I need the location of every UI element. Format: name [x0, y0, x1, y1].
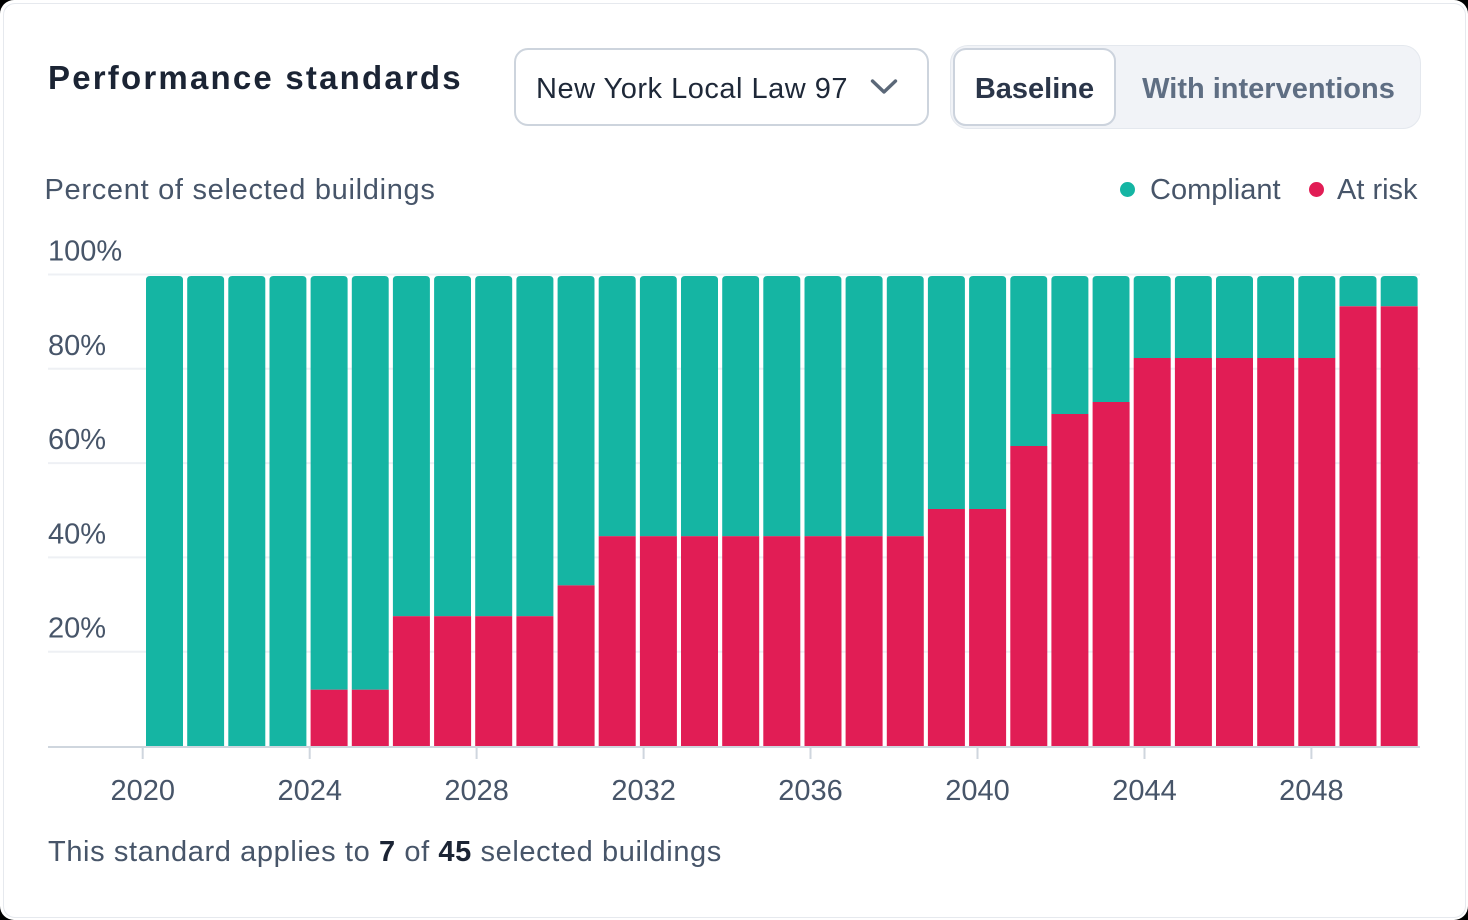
svg-text:2040: 2040	[945, 775, 1010, 807]
svg-text:20%: 20%	[48, 613, 106, 645]
svg-text:2024: 2024	[277, 775, 342, 807]
svg-text:60%: 60%	[48, 424, 106, 456]
svg-text:2048: 2048	[1279, 775, 1344, 807]
svg-text:2044: 2044	[1112, 775, 1177, 807]
svg-text:80%: 80%	[48, 330, 106, 362]
svg-text:2032: 2032	[611, 775, 676, 807]
svg-text:100%: 100%	[48, 236, 122, 268]
svg-text:40%: 40%	[48, 518, 106, 550]
svg-text:2028: 2028	[444, 775, 509, 807]
svg-text:2020: 2020	[110, 775, 175, 807]
svg-text:2036: 2036	[778, 775, 843, 807]
